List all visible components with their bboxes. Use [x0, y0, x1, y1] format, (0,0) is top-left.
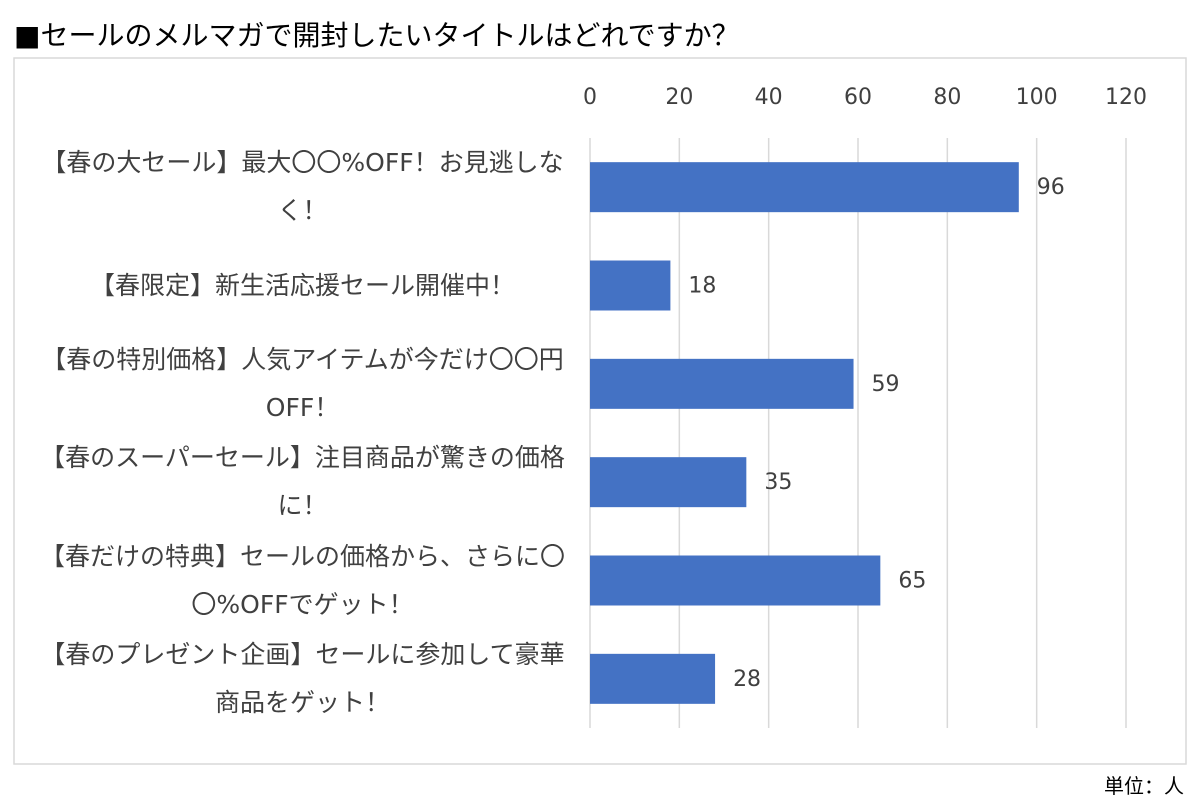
value-label: 18 [688, 274, 716, 299]
value-label: 35 [764, 470, 792, 495]
bar [590, 555, 881, 606]
x-tick-label: 20 [665, 85, 693, 110]
value-label: 28 [733, 667, 761, 692]
unit-note: 単位：人 [1104, 774, 1184, 798]
y-tick-label: 【春のプレゼント企画】セールに参加して豪華商品をゲット！ [40, 639, 565, 717]
bar [590, 260, 671, 311]
x-tick-label: 0 [583, 85, 597, 110]
x-tick-label: 120 [1105, 85, 1147, 110]
chart-frame [13, 57, 1187, 765]
bar [590, 358, 854, 409]
value-label: 59 [872, 372, 900, 397]
y-tick-label: 【春限定】新生活応援セール開催中！ [89, 270, 515, 300]
x-tick-label: 100 [1016, 85, 1058, 110]
x-tick-label: 60 [844, 85, 872, 110]
bar [590, 653, 716, 704]
y-tick-label: 【春だけの特典】セールの価格から、さらに〇〇%OFFでゲット！ [39, 541, 565, 619]
bar [590, 457, 747, 508]
chart-title: ■セールのメルマガで開封したいタイトルはどれですか？ [14, 19, 740, 52]
y-tick-label: 【春の大セール】最大〇〇%OFF！お見逃しなく！ [41, 148, 564, 226]
y-tick-label: 【春の特別価格】人気アイテムが今だけ〇〇円OFF！ [41, 344, 564, 422]
y-tick-label: 【春のスーパーセール】注目商品が驚きの価格に！ [40, 443, 565, 521]
bar [590, 162, 1019, 213]
value-label: 96 [1037, 175, 1065, 200]
value-label: 65 [898, 569, 926, 594]
x-tick-label: 40 [755, 85, 783, 110]
x-tick-label: 80 [933, 85, 961, 110]
